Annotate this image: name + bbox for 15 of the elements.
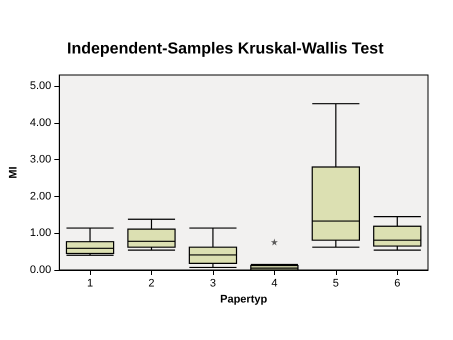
x-tick-label: 4: [271, 278, 278, 290]
x-tick-label: 5: [332, 278, 339, 290]
y-tick-label: 4.00: [30, 116, 52, 129]
y-tick-label: 0.00: [30, 264, 52, 276]
x-tick-label: 6: [394, 278, 400, 290]
chart-title: Independent-Samples Kruskal-Wallis Test: [67, 40, 384, 58]
x-tick-label: 3: [210, 278, 216, 290]
x-axis-title: Papertyp: [220, 293, 268, 306]
y-tick-label: 2.00: [30, 190, 52, 202]
x-tick-label: 1: [86, 278, 94, 290]
y-axis-title: MI: [8, 166, 20, 179]
y-tick-label: 5.00: [30, 80, 52, 92]
x-tick-label: 2: [148, 278, 155, 290]
y-tick-label: 1.00: [30, 227, 52, 240]
y-tick-label: 3.00: [30, 154, 52, 166]
